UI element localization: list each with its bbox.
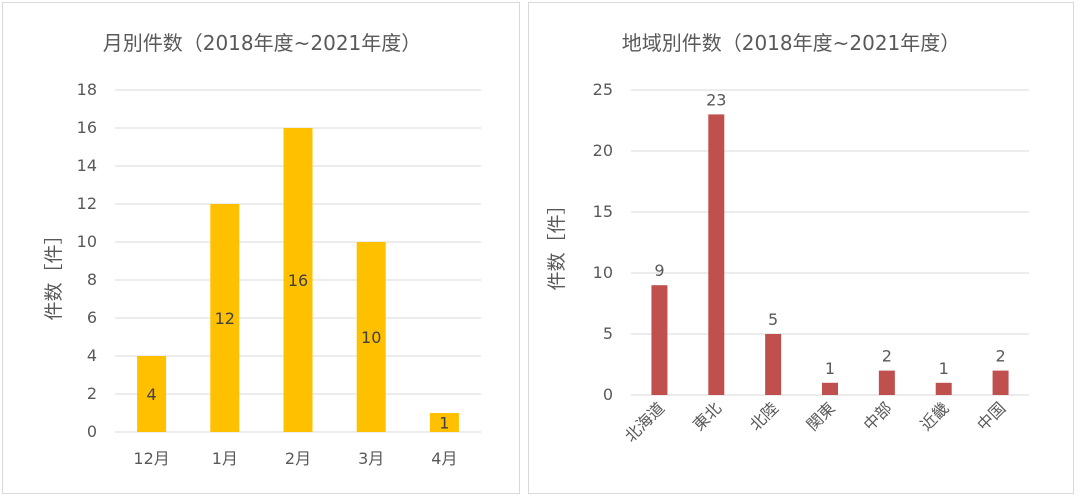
y-tick-label: 0	[87, 422, 97, 441]
bar	[992, 370, 1009, 395]
x-tick-label: 東北	[689, 398, 725, 434]
chart-title: 地域別件数（2018年度~2021年度）	[622, 31, 961, 55]
data-label: 16	[288, 271, 308, 290]
x-tick-label: 中国	[973, 398, 1009, 434]
data-label: 9	[654, 261, 664, 280]
y-tick-label: 15	[593, 202, 613, 221]
y-tick-label: 5	[603, 324, 613, 343]
y-tick-label: 6	[87, 308, 97, 327]
y-tick-label: 20	[593, 141, 613, 160]
x-tick-label: 北海道	[621, 398, 668, 445]
bar	[210, 204, 240, 432]
bar	[429, 413, 459, 432]
x-tick-label: 2月	[285, 449, 311, 468]
x-tick-label: 4月	[431, 449, 457, 468]
data-label: 10	[361, 328, 381, 347]
x-tick-label: 北陸	[746, 398, 782, 434]
y-tick-label: 10	[593, 263, 613, 282]
y-tick-label: 4	[87, 346, 97, 365]
data-label: 23	[706, 90, 726, 109]
data-label: 1	[825, 359, 835, 378]
x-tick-label: 関東	[803, 398, 839, 434]
x-tick-label: 近畿	[916, 398, 952, 434]
y-tick-label: 2	[87, 384, 97, 403]
data-label: 1	[439, 414, 449, 433]
bar	[283, 128, 313, 432]
y-tick-label: 10	[77, 232, 97, 251]
y-tick-label: 8	[87, 270, 97, 289]
bar	[708, 114, 725, 396]
y-tick-label: 0	[603, 385, 613, 404]
y-axis-label: 件数［件］	[546, 195, 568, 290]
y-tick-label: 25	[593, 80, 613, 99]
y-tick-label: 16	[77, 118, 97, 137]
y-tick-label: 12	[77, 194, 97, 213]
bar	[878, 370, 895, 395]
x-tick-label: 12月	[133, 449, 169, 468]
data-label: 4	[147, 385, 157, 404]
data-label: 5	[768, 310, 778, 329]
bar	[356, 242, 386, 432]
monthly-bar-chart: 月別件数（2018年度~2021年度） 件数［件］ 02468101214161…	[43, 31, 481, 468]
data-label: 1	[939, 359, 949, 378]
x-tick-label: 3月	[358, 449, 384, 468]
data-label: 2	[882, 347, 892, 366]
data-label: 2	[995, 347, 1005, 366]
y-axis-label: 件数［件］	[43, 225, 65, 320]
bar	[822, 382, 838, 395]
chart-title: 月別件数（2018年度~2021年度）	[103, 31, 422, 55]
monthly-chart-panel: 月別件数（2018年度~2021年度） 件数［件］ 0 2 4 6 8 10 12 14 16 1…	[2, 2, 520, 494]
data-label: 12	[215, 309, 235, 328]
y-tick-label: 14	[77, 156, 97, 175]
bar	[935, 382, 952, 395]
bar	[765, 334, 782, 395]
y-tick-label: 18	[77, 80, 97, 99]
x-tick-label: 1月	[212, 449, 238, 468]
bar	[651, 285, 668, 395]
x-tick-label: 中部	[860, 398, 896, 434]
bar	[137, 356, 167, 432]
